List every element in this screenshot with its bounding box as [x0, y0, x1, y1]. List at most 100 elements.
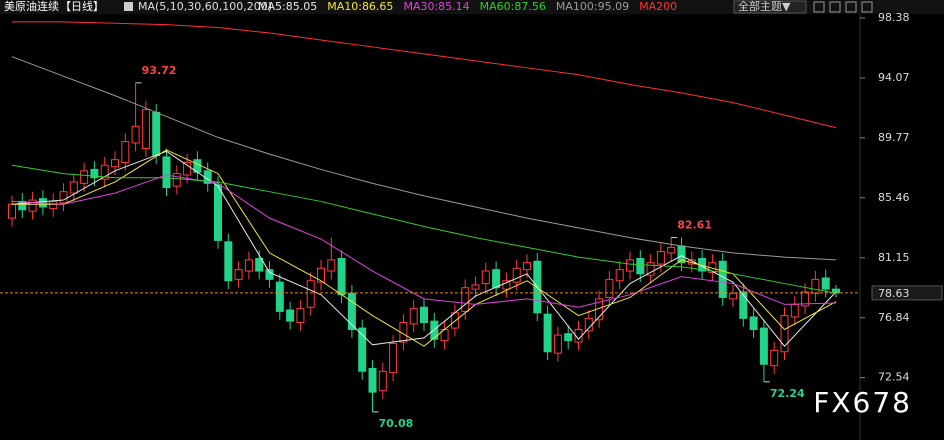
candle-body: [8, 203, 16, 219]
candle-body: [461, 287, 470, 312]
y-tick-label: 81.15: [878, 251, 910, 264]
ma-line: [12, 21, 837, 129]
candle-body: [801, 291, 810, 307]
candle-body: [80, 170, 89, 184]
candle-body: [286, 309, 295, 322]
tool-icon[interactable]: [829, 1, 841, 13]
candle-body: [502, 280, 511, 290]
candle-body: [646, 262, 655, 276]
ma-line: [12, 149, 837, 347]
ma-line: [11, 174, 837, 308]
candle-body: [409, 308, 418, 325]
y-tick-label: 98.38: [878, 11, 910, 24]
candle-body: [69, 181, 78, 194]
tool-icon[interactable]: [845, 1, 857, 13]
candle-body: [296, 308, 305, 324]
candle-body: [667, 246, 676, 254]
candle-body: [59, 191, 68, 204]
ma-line: [11, 164, 837, 294]
y-tick-label: 85.46: [878, 191, 910, 204]
candle-body: [234, 269, 243, 280]
candle-body: [492, 269, 501, 289]
candle-body: [615, 269, 624, 282]
candle-body: [152, 111, 161, 157]
candle-body: [780, 315, 789, 353]
candle-body: [337, 258, 346, 296]
symbol: 美原油连续: [4, 0, 59, 13]
candle-body: [605, 278, 614, 298]
candle-body: [481, 270, 490, 285]
tool-icon[interactable]: [861, 1, 873, 13]
candle-body: [523, 262, 531, 271]
extreme-label: 70.08: [379, 417, 414, 430]
candle-body: [553, 334, 562, 354]
header-bar: [0, 0, 944, 14]
legend-entry: MA100:95.09: [556, 0, 629, 13]
candle-body: [718, 260, 727, 298]
candle-body: [729, 292, 737, 300]
candle-body: [131, 125, 140, 144]
candle-body: [389, 342, 398, 374]
theme-button[interactable]: 全部主题▼: [738, 0, 791, 13]
ma-settings-icon[interactable]: [124, 2, 133, 11]
candle-body: [90, 168, 99, 179]
candle-body: [49, 200, 58, 209]
candle-body: [141, 109, 150, 150]
candle-body: [18, 200, 27, 211]
candle-body: [111, 159, 119, 168]
candle-body: [172, 173, 181, 187]
candle-body: [121, 141, 130, 163]
candle-body: [265, 269, 274, 280]
legend-entry: MA60:87.56: [480, 0, 546, 13]
candle-body: [512, 267, 521, 283]
candle-body: [162, 156, 171, 189]
period: 【日线】: [60, 0, 104, 13]
y-tick-label: 72.54: [878, 371, 910, 384]
candle-body: [214, 184, 222, 241]
candle-body: [255, 258, 264, 272]
watermark: FX678: [813, 386, 912, 419]
candle-body: [368, 367, 377, 393]
candle-body: [358, 327, 367, 372]
candle-body: [564, 333, 573, 342]
candle-body: [821, 277, 830, 290]
ma-params: MA(5,10,30,60,100,200): [138, 0, 272, 13]
legend-entry: MA200: [639, 0, 677, 13]
candle-body: [636, 258, 645, 275]
candle-body: [626, 259, 634, 272]
candle-body: [244, 259, 253, 272]
legend-entry: MA30:85.14: [403, 0, 469, 13]
candle-body: [543, 313, 552, 353]
legend-entry: MA10:86.65: [327, 0, 393, 13]
candle-body: [811, 278, 820, 294]
y-tick-label: 76.84: [878, 311, 910, 324]
ma-line: [11, 56, 837, 261]
candle-body: [378, 370, 387, 392]
legend-entry: MA5:85.05: [258, 0, 317, 13]
candle-body: [471, 284, 480, 290]
candle-body: [770, 349, 779, 367]
candle-body: [306, 280, 315, 308]
candle-body: [656, 251, 665, 265]
candle-body: [275, 281, 284, 312]
candle-body: [327, 259, 336, 272]
y-tick-label: 89.77: [878, 131, 910, 144]
candle-body: [739, 291, 748, 319]
extreme-label: 82.61: [677, 218, 712, 231]
theme-button-box[interactable]: [733, 0, 807, 14]
candle-body: [224, 241, 233, 282]
candle-body: [100, 164, 109, 180]
tool-icon[interactable]: [813, 1, 825, 13]
candle-body: [420, 306, 428, 324]
candle-body: [430, 320, 439, 340]
candle-body: [28, 199, 37, 212]
last-price-box: [871, 285, 943, 301]
candle-body: [584, 317, 593, 332]
candle-body: [749, 316, 758, 330]
y-tick-label: 94.07: [878, 71, 910, 84]
candle-body: [790, 303, 799, 318]
candle-body: [183, 161, 192, 176]
candle-body: [759, 327, 768, 365]
